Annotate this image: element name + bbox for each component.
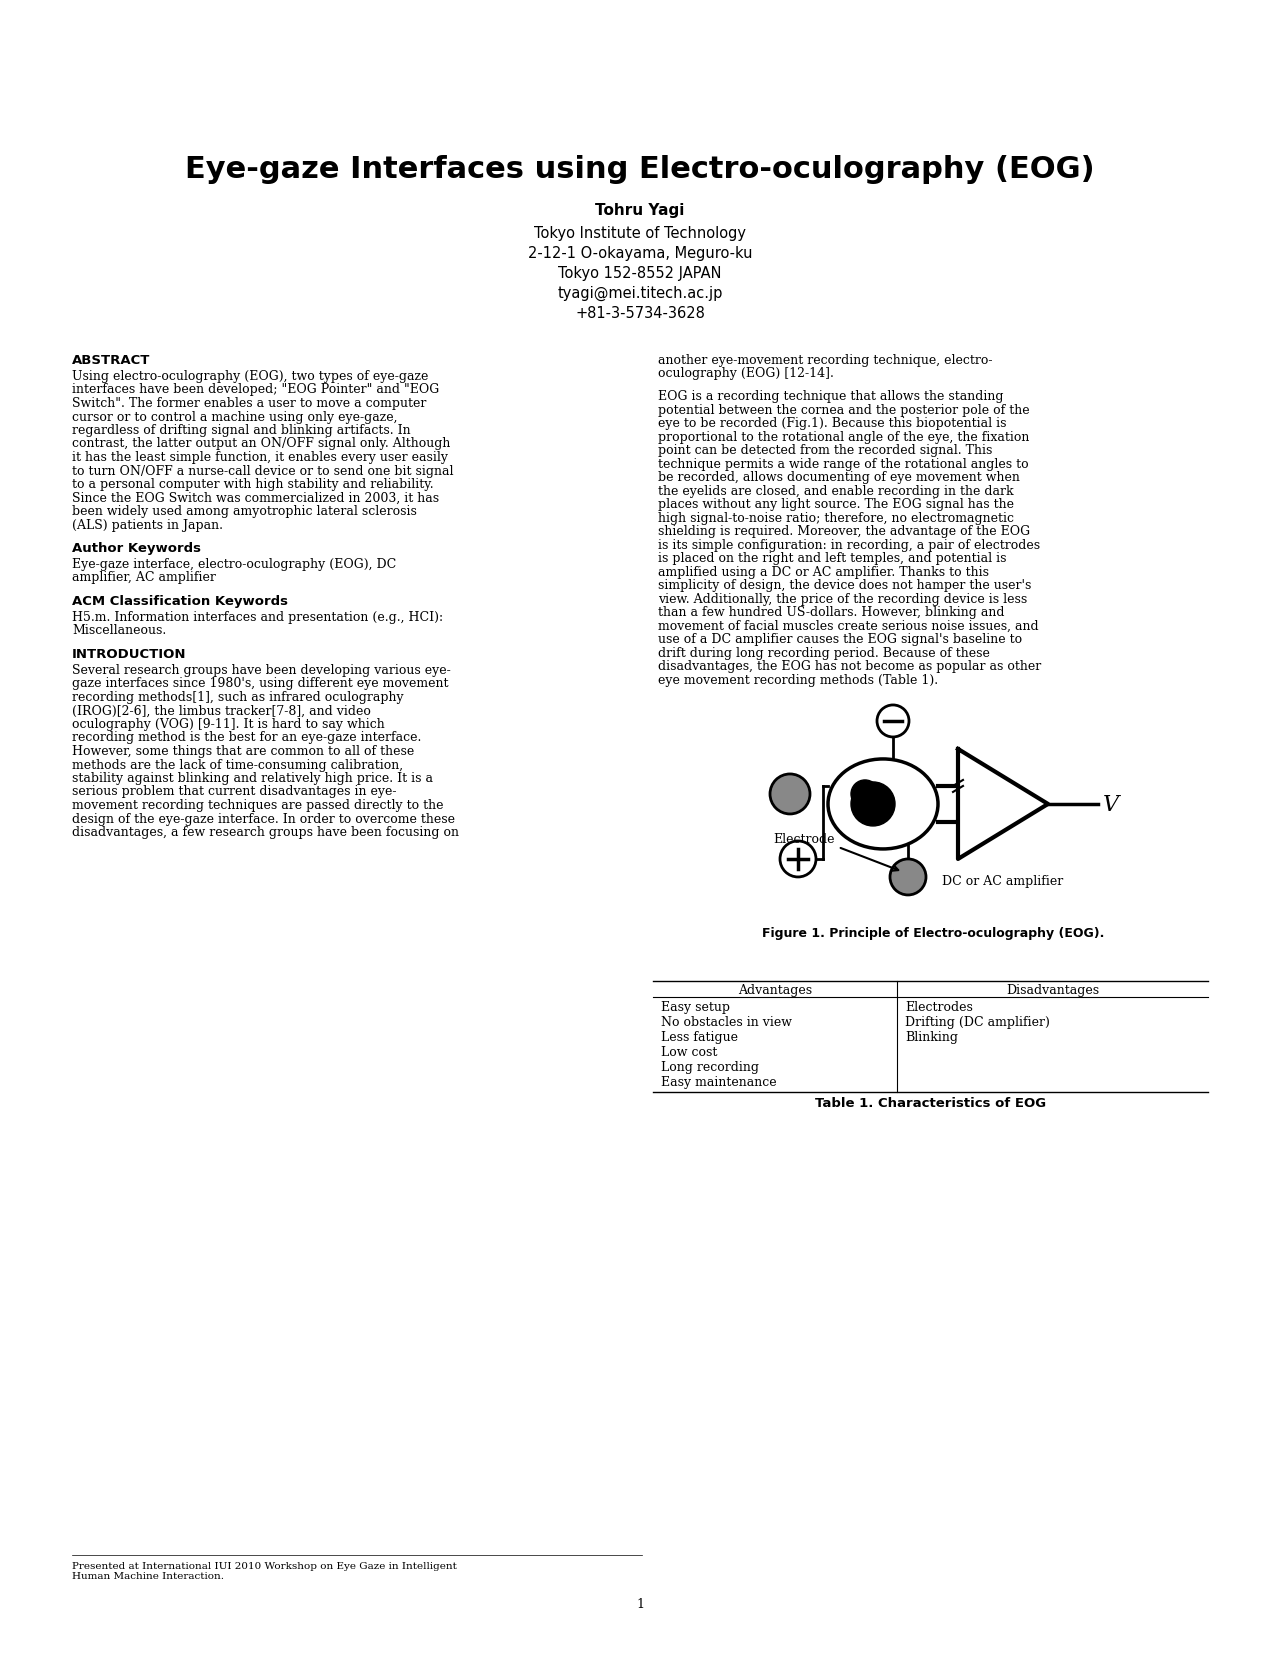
Text: However, some things that are common to all of these: However, some things that are common to … — [72, 745, 415, 758]
Text: DC or AC amplifier: DC or AC amplifier — [942, 874, 1064, 887]
Text: INTRODUCTION: INTRODUCTION — [72, 647, 187, 660]
Text: places without any light source. The EOG signal has the: places without any light source. The EOG… — [658, 498, 1014, 511]
Circle shape — [771, 775, 810, 814]
Text: Electrode: Electrode — [773, 832, 835, 846]
Text: Presented at International IUI 2010 Workshop on Eye Gaze in Intelligent
Human Ma: Presented at International IUI 2010 Work… — [72, 1561, 457, 1581]
Text: design of the eye-gaze interface. In order to overcome these: design of the eye-gaze interface. In ord… — [72, 813, 454, 824]
Text: oculography (EOG) [12-14].: oculography (EOG) [12-14]. — [658, 367, 833, 381]
Text: V: V — [1103, 793, 1119, 816]
Text: stability against blinking and relatively high price. It is a: stability against blinking and relativel… — [72, 771, 433, 784]
Text: tyagi@mei.titech.ac.jp: tyagi@mei.titech.ac.jp — [557, 286, 723, 301]
Text: ACM Classification Keywords: ACM Classification Keywords — [72, 594, 288, 607]
Text: Easy maintenance: Easy maintenance — [660, 1076, 777, 1089]
Text: movement of facial muscles create serious noise issues, and: movement of facial muscles create seriou… — [658, 619, 1038, 632]
Text: technique permits a wide range of the rotational angles to: technique permits a wide range of the ro… — [658, 458, 1029, 470]
Text: contrast, the latter output an ON/OFF signal only. Although: contrast, the latter output an ON/OFF si… — [72, 437, 451, 450]
Text: movement recording techniques are passed directly to the: movement recording techniques are passed… — [72, 798, 443, 811]
Text: simplicity of design, the device does not hamper the user's: simplicity of design, the device does no… — [658, 579, 1032, 592]
Text: amplifier, AC amplifier: amplifier, AC amplifier — [72, 571, 216, 584]
Text: ABSTRACT: ABSTRACT — [72, 354, 150, 367]
Text: No obstacles in view: No obstacles in view — [660, 1016, 792, 1029]
Text: high signal-to-noise ratio; therefore, no electromagnetic: high signal-to-noise ratio; therefore, n… — [658, 511, 1014, 525]
Text: disadvantages, the EOG has not become as popular as other: disadvantages, the EOG has not become as… — [658, 660, 1041, 674]
Text: Several research groups have been developing various eye-: Several research groups have been develo… — [72, 664, 451, 677]
Text: Long recording: Long recording — [660, 1061, 759, 1074]
Text: +81-3-5734-3628: +81-3-5734-3628 — [575, 306, 705, 321]
Text: 2-12-1 O-okayama, Meguro-ku: 2-12-1 O-okayama, Meguro-ku — [527, 247, 753, 261]
Circle shape — [851, 783, 895, 826]
Text: H5.m. Information interfaces and presentation (e.g., HCI):: H5.m. Information interfaces and present… — [72, 611, 443, 624]
Text: Tohru Yagi: Tohru Yagi — [595, 204, 685, 218]
Text: proportional to the rotational angle of the eye, the fixation: proportional to the rotational angle of … — [658, 430, 1029, 444]
Text: Table 1. Characteristics of EOG: Table 1. Characteristics of EOG — [815, 1097, 1046, 1111]
Text: is placed on the right and left temples, and potential is: is placed on the right and left temples,… — [658, 553, 1006, 564]
Text: Miscellaneous.: Miscellaneous. — [72, 624, 166, 637]
Text: Eye-gaze Interfaces using Electro-oculography (EOG): Eye-gaze Interfaces using Electro-oculog… — [186, 156, 1094, 184]
Text: Tokyo 152-8552 JAPAN: Tokyo 152-8552 JAPAN — [558, 266, 722, 281]
Text: to a personal computer with high stability and reliability.: to a personal computer with high stabili… — [72, 478, 434, 490]
Text: is its simple configuration: in recording, a pair of electrodes: is its simple configuration: in recordin… — [658, 538, 1041, 551]
Text: it has the least simple function, it enables every user easily: it has the least simple function, it ena… — [72, 450, 448, 463]
Text: been widely used among amyotrophic lateral sclerosis: been widely used among amyotrophic later… — [72, 505, 417, 518]
Circle shape — [877, 705, 909, 738]
Text: (ALS) patients in Japan.: (ALS) patients in Japan. — [72, 518, 223, 531]
Text: regardless of drifting signal and blinking artifacts. In: regardless of drifting signal and blinki… — [72, 424, 411, 437]
Text: eye to be recorded (Fig.1). Because this biopotential is: eye to be recorded (Fig.1). Because this… — [658, 417, 1006, 430]
Polygon shape — [957, 750, 1048, 859]
Text: recording method is the best for an eye-gaze interface.: recording method is the best for an eye-… — [72, 732, 421, 745]
Circle shape — [780, 841, 817, 877]
Ellipse shape — [828, 760, 938, 849]
Text: Tokyo Institute of Technology: Tokyo Institute of Technology — [534, 225, 746, 242]
Text: to turn ON/OFF a nurse-call device or to send one bit signal: to turn ON/OFF a nurse-call device or to… — [72, 463, 453, 477]
Circle shape — [890, 859, 925, 895]
Text: another eye-movement recording technique, electro-: another eye-movement recording technique… — [658, 354, 992, 367]
Text: EOG is a recording technique that allows the standing: EOG is a recording technique that allows… — [658, 391, 1004, 404]
Text: Switch". The former enables a user to move a computer: Switch". The former enables a user to mo… — [72, 397, 426, 410]
Text: disadvantages, a few research groups have been focusing on: disadvantages, a few research groups hav… — [72, 826, 460, 839]
Text: Easy setup: Easy setup — [660, 1001, 730, 1015]
Text: Low cost: Low cost — [660, 1046, 717, 1059]
Text: Advantages: Advantages — [739, 983, 813, 996]
Ellipse shape — [851, 781, 879, 808]
Text: Less fatigue: Less fatigue — [660, 1031, 739, 1044]
Text: recording methods[1], such as infrared oculography: recording methods[1], such as infrared o… — [72, 690, 403, 703]
Text: Drifting (DC amplifier): Drifting (DC amplifier) — [905, 1016, 1050, 1029]
Text: 1: 1 — [636, 1597, 644, 1610]
Text: shielding is required. Moreover, the advantage of the EOG: shielding is required. Moreover, the adv… — [658, 525, 1030, 538]
Text: methods are the lack of time-consuming calibration,: methods are the lack of time-consuming c… — [72, 758, 403, 771]
Text: amplified using a DC or AC amplifier. Thanks to this: amplified using a DC or AC amplifier. Th… — [658, 566, 989, 579]
Text: Since the EOG Switch was commercialized in 2003, it has: Since the EOG Switch was commercialized … — [72, 492, 439, 505]
Text: drift during long recording period. Because of these: drift during long recording period. Beca… — [658, 647, 989, 660]
Text: Blinking: Blinking — [905, 1031, 959, 1044]
Text: Eye-gaze interface, electro-oculography (EOG), DC: Eye-gaze interface, electro-oculography … — [72, 558, 397, 571]
Text: Using electro-oculography (EOG), two types of eye-gaze: Using electro-oculography (EOG), two typ… — [72, 369, 429, 382]
Text: view. Additionally, the price of the recording device is less: view. Additionally, the price of the rec… — [658, 592, 1028, 606]
Text: (IROG)[2-6], the limbus tracker[7-8], and video: (IROG)[2-6], the limbus tracker[7-8], an… — [72, 703, 371, 717]
Text: Disadvantages: Disadvantages — [1006, 983, 1100, 996]
Text: be recorded, allows documenting of eye movement when: be recorded, allows documenting of eye m… — [658, 472, 1020, 485]
Text: Author Keywords: Author Keywords — [72, 541, 201, 554]
Text: the eyelids are closed, and enable recording in the dark: the eyelids are closed, and enable recor… — [658, 485, 1014, 498]
Text: gaze interfaces since 1980's, using different eye movement: gaze interfaces since 1980's, using diff… — [72, 677, 448, 690]
Text: interfaces have been developed; "EOG Pointer" and "EOG: interfaces have been developed; "EOG Poi… — [72, 384, 439, 396]
Text: use of a DC amplifier causes the EOG signal's baseline to: use of a DC amplifier causes the EOG sig… — [658, 634, 1023, 645]
Text: serious problem that current disadvantages in eye-: serious problem that current disadvantag… — [72, 784, 397, 798]
Text: potential between the cornea and the posterior pole of the: potential between the cornea and the pos… — [658, 404, 1029, 417]
Text: cursor or to control a machine using only eye-gaze,: cursor or to control a machine using onl… — [72, 410, 398, 424]
Text: oculography (VOG) [9-11]. It is hard to say which: oculography (VOG) [9-11]. It is hard to … — [72, 718, 385, 730]
Text: Figure 1. Principle of Electro-oculography (EOG).: Figure 1. Principle of Electro-oculograp… — [762, 927, 1105, 940]
Text: than a few hundred US-dollars. However, blinking and: than a few hundred US-dollars. However, … — [658, 606, 1005, 619]
Text: eye movement recording methods (Table 1).: eye movement recording methods (Table 1)… — [658, 674, 938, 687]
Text: point can be detected from the recorded signal. This: point can be detected from the recorded … — [658, 444, 992, 457]
Text: Electrodes: Electrodes — [905, 1001, 973, 1015]
